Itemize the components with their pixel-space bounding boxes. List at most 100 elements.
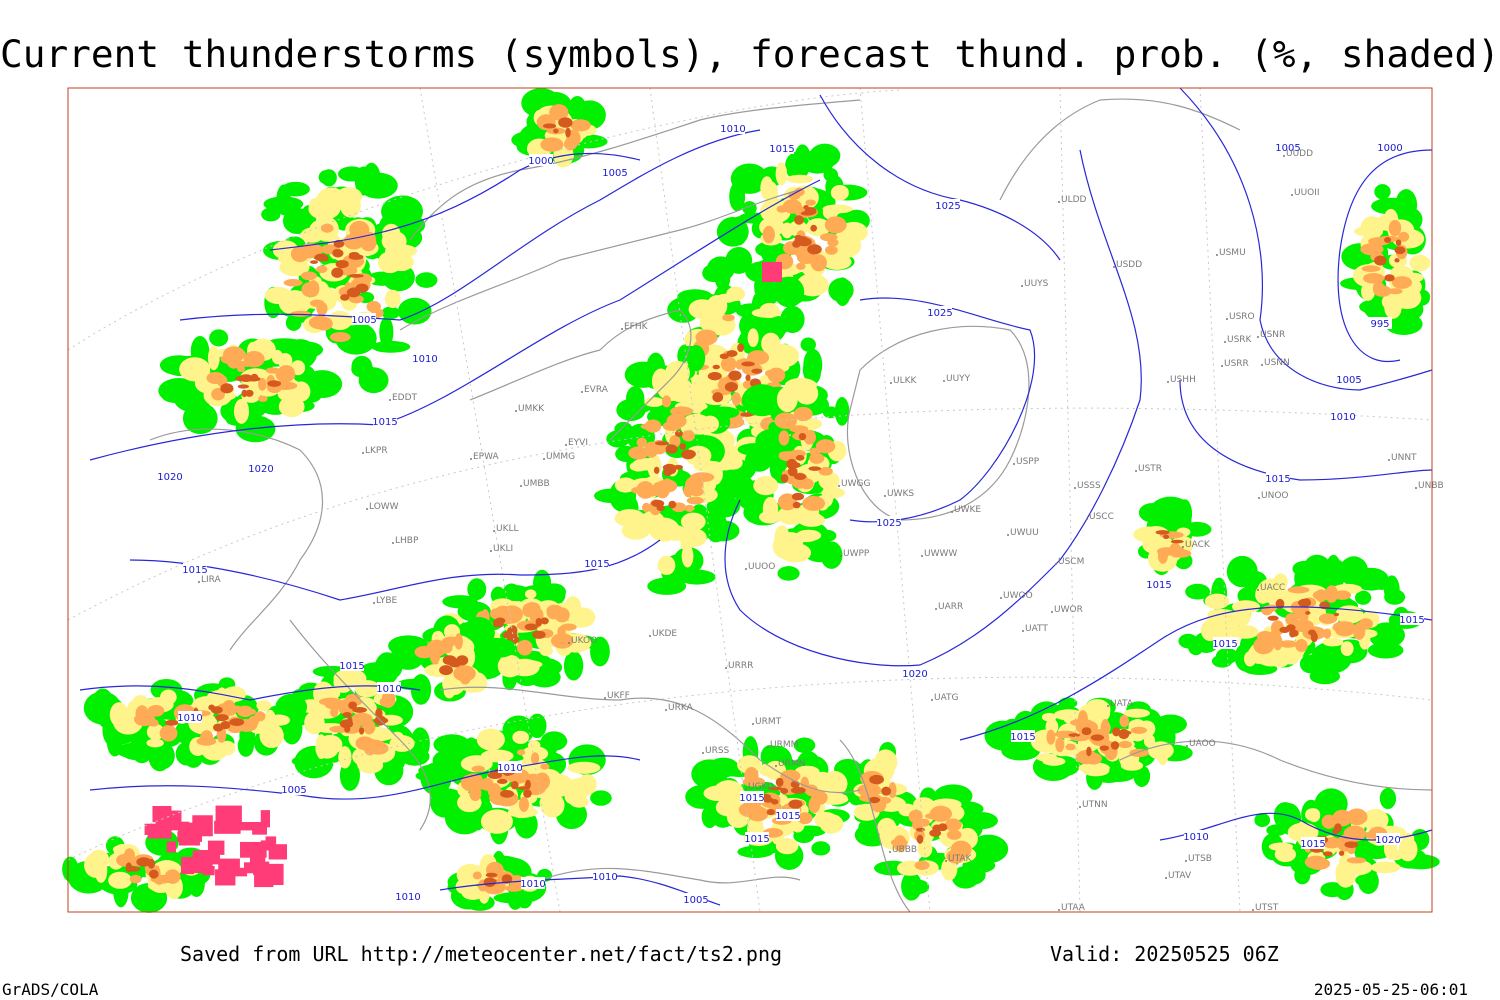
shade-cell — [1370, 861, 1401, 874]
storm-cell — [762, 262, 782, 282]
shade-cell — [716, 217, 749, 247]
shade-cell — [136, 857, 152, 867]
shade-cell — [146, 738, 164, 748]
station-dot — [1022, 630, 1024, 632]
shade-cell — [330, 707, 339, 718]
shade-cell — [808, 466, 821, 471]
shade-cell — [795, 382, 819, 405]
shade-cell — [793, 737, 816, 753]
shade-cell — [726, 286, 746, 302]
shade-cell — [1266, 604, 1277, 612]
station-dot — [1185, 860, 1187, 862]
shade-cell — [805, 199, 816, 206]
shade-cell — [1157, 548, 1168, 564]
shade-cell — [540, 137, 564, 152]
shade-cell — [517, 639, 533, 656]
shade-cell — [1395, 239, 1402, 247]
isobar-label: 1010 — [497, 763, 522, 774]
isobar-label: 1010 — [395, 892, 420, 903]
storm-cell — [207, 840, 225, 855]
shade-cell — [489, 608, 503, 620]
station-code: EYVI — [568, 438, 588, 448]
shade-cell — [460, 755, 493, 773]
shade-cell — [335, 187, 363, 206]
station-dot — [752, 723, 754, 725]
shade-cell — [693, 459, 717, 472]
station-code: USRK — [1227, 335, 1253, 345]
station-dot — [1257, 589, 1259, 591]
station-code: UWGG — [841, 479, 870, 489]
station-code: USSS — [1077, 481, 1101, 491]
shade-cell — [820, 770, 848, 797]
shade-cell — [913, 797, 935, 812]
shade-cell — [331, 267, 344, 278]
station-dot — [366, 508, 368, 510]
isobar-line — [1337, 149, 1433, 362]
station-code: LHBP — [395, 536, 419, 546]
shade-cell — [534, 772, 550, 791]
shade-cell — [1398, 837, 1418, 862]
shade-cell — [764, 369, 777, 377]
shade-cell — [962, 857, 996, 874]
station-code: UATA — [1110, 699, 1134, 709]
shade-cell — [722, 314, 735, 322]
station-code: LYBE — [376, 596, 397, 606]
shade-cell — [778, 451, 800, 462]
shade-cell — [662, 463, 677, 471]
shade-cell — [235, 375, 247, 382]
shade-cell — [1384, 236, 1392, 244]
isobar-label-bg — [1301, 837, 1325, 849]
isobar-label: 1015 — [769, 144, 794, 155]
shade-cell — [563, 650, 584, 681]
shade-cell — [740, 412, 754, 417]
isobar-label: 1025 — [927, 308, 952, 319]
shade-cell — [793, 406, 813, 422]
shade-cell — [265, 367, 280, 374]
shade-cell — [1373, 285, 1392, 297]
station-dot — [490, 550, 492, 552]
storm-cell — [265, 863, 284, 886]
station-code: UBBB — [892, 845, 917, 855]
station-dot — [1291, 194, 1293, 196]
shade-cell — [236, 365, 246, 373]
isobar-label-bg — [1400, 613, 1424, 625]
station-code: UKOO — [571, 636, 597, 646]
shade-cell — [433, 734, 471, 755]
station-code: URSS — [705, 746, 730, 756]
shade-cell — [371, 340, 411, 353]
shade-cell — [439, 665, 453, 676]
station-code: UTSB — [1188, 854, 1212, 864]
station-dot — [945, 860, 947, 862]
isobar-label: 1020 — [248, 464, 273, 475]
shade-cell — [115, 742, 156, 759]
isobar-label-bg — [745, 832, 769, 844]
shade-cell — [1362, 808, 1389, 832]
station-dot — [1165, 877, 1167, 879]
shade-cell — [1387, 288, 1403, 295]
shade-cell — [737, 343, 745, 352]
shade-cell — [741, 361, 755, 367]
stations: ULDD USDD USMU UUYS USRO USRK USNR USRR USNN USHH… — [198, 149, 1444, 913]
shade-cell — [824, 216, 847, 234]
shade-cell — [337, 166, 366, 182]
shade-cell — [965, 812, 998, 830]
shade-cell — [362, 162, 381, 195]
shade-cell — [796, 262, 806, 270]
shade-cell — [463, 737, 479, 762]
station-code: UACK — [1185, 540, 1211, 550]
shade-cell — [343, 233, 365, 250]
shade-cell — [206, 372, 225, 385]
station-code: UWKE — [954, 505, 981, 515]
isobar-label: 1005 — [683, 895, 708, 906]
shade-cell — [1388, 219, 1402, 237]
shade-cell — [165, 719, 179, 726]
shade-cell — [782, 199, 802, 214]
shade-cell — [553, 128, 559, 134]
shade-cell — [1287, 586, 1310, 594]
shade-cell — [88, 849, 110, 870]
coastline — [149, 428, 324, 651]
isobar-labels: 1010 1015 1000 1005 1025 1005 1010 1015 1025 1020… — [157, 122, 1425, 906]
station-dot — [951, 511, 953, 513]
station-code: UKLI — [493, 544, 513, 554]
shade-cell — [1110, 741, 1120, 750]
